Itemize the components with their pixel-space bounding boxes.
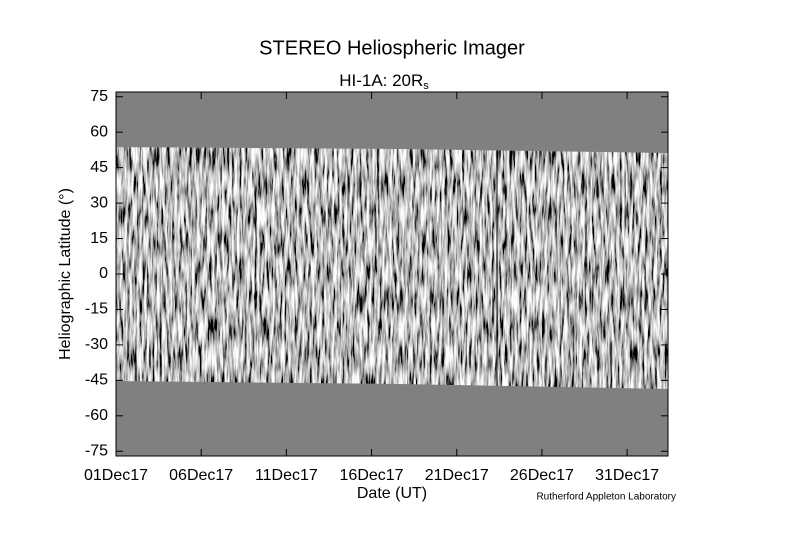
- image-texture: [116, 147, 668, 389]
- y-tick-label: -75: [85, 442, 108, 459]
- x-tick-label: 06Dec17: [169, 467, 233, 484]
- y-tick-label: -60: [85, 407, 108, 424]
- x-axis-label: Date (UT): [357, 485, 427, 502]
- y-tick-label: 15: [90, 230, 108, 247]
- chart-subtitle: HI-1A: 20Rs: [339, 71, 429, 91]
- image-band: [116, 147, 668, 389]
- x-tick-label: 21Dec17: [425, 467, 489, 484]
- credit: Rutherford Appleton Laboratory: [536, 492, 676, 503]
- chart-title: STEREO Heliospheric Imager: [259, 37, 525, 59]
- x-tick-label: 31Dec17: [595, 467, 659, 484]
- y-tick-label: 45: [90, 159, 108, 176]
- y-tick-label: 60: [90, 123, 108, 140]
- y-tick-label: 30: [90, 194, 108, 211]
- x-tick-label: 16Dec17: [340, 467, 404, 484]
- y-tick-label: -15: [85, 301, 108, 318]
- y-tick-label: 0: [99, 265, 108, 282]
- subtitle-subscript: s: [423, 80, 429, 92]
- y-tick-label: -45: [85, 372, 108, 389]
- subtitle-text: HI-1A: 20R: [339, 71, 423, 90]
- x-tick-label: 01Dec17: [84, 467, 148, 484]
- y-axis-label: Heliographic Latitude (°): [57, 188, 74, 360]
- y-tick-label: -30: [85, 336, 108, 353]
- y-tick-label: 75: [90, 88, 108, 105]
- x-tick-label: 11Dec17: [255, 467, 318, 484]
- x-tick-label: 26Dec17: [510, 467, 574, 484]
